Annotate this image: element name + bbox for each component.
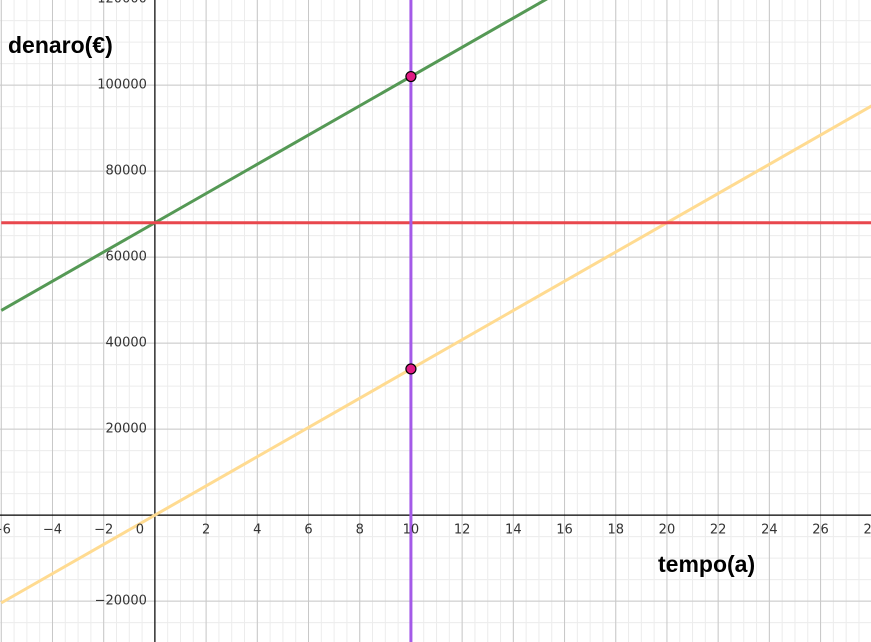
x-tick-label: −2 xyxy=(94,523,113,538)
x-tick-label: 12 xyxy=(454,523,471,538)
x-tick-label: 20 xyxy=(659,523,676,538)
x-tick-label: 18 xyxy=(607,523,624,538)
x-tick-label: 24 xyxy=(761,523,778,538)
x-tick-label: 6 xyxy=(304,523,312,538)
y-axis-label: denaro(€) xyxy=(8,32,113,58)
y-tick-label: 40000 xyxy=(106,336,147,351)
point xyxy=(405,70,417,83)
y-tick-label: 80000 xyxy=(106,164,147,179)
line xyxy=(0,104,871,605)
x-tick-label: 2 xyxy=(202,523,210,538)
x-axis-label: tempo(a) xyxy=(658,551,755,577)
y-tick-label: 120000 xyxy=(97,0,147,7)
x-tick-label: −6 xyxy=(0,523,11,538)
x-tick-label: 16 xyxy=(556,523,573,538)
x-tick-label: 8 xyxy=(356,523,364,538)
y-tick-label: 100000 xyxy=(97,78,147,93)
x-tick-label: 10 xyxy=(403,523,420,538)
x-tick-label: 0 xyxy=(136,523,144,538)
x-tick-label: −4 xyxy=(43,523,62,538)
y-tick-label: 20000 xyxy=(106,422,147,437)
x-tick-label: 14 xyxy=(505,523,522,538)
line xyxy=(0,0,548,312)
x-tick-label: 28 xyxy=(863,523,871,538)
x-tick-label: 26 xyxy=(812,523,829,538)
y-tick-label: −20000 xyxy=(95,594,147,609)
x-tick-label: 22 xyxy=(710,523,727,538)
x-tick-label: 4 xyxy=(253,523,261,538)
y-tick-label: 60000 xyxy=(106,250,147,265)
point xyxy=(405,363,417,375)
